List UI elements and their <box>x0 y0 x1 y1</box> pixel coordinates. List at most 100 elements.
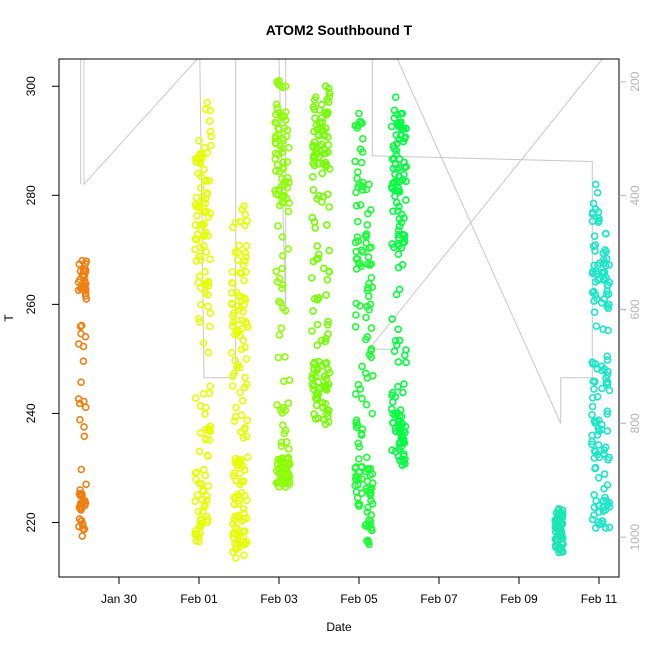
data-point <box>588 269 597 278</box>
data-point <box>314 250 323 259</box>
data-point <box>388 240 397 248</box>
data-point <box>282 459 290 468</box>
profile-12 <box>387 93 404 456</box>
data-point <box>281 108 290 116</box>
data-point <box>280 429 289 438</box>
data-point <box>206 106 214 115</box>
data-point <box>556 517 565 525</box>
data-point <box>388 315 397 323</box>
data-point <box>603 407 612 416</box>
data-point <box>191 221 200 229</box>
data-point-max <box>555 504 563 513</box>
data-point <box>591 463 600 472</box>
data-point <box>368 409 377 418</box>
data-point <box>398 260 407 269</box>
data-point <box>82 257 91 266</box>
data-point <box>325 89 334 97</box>
data-point <box>230 417 239 425</box>
data-point <box>600 258 609 267</box>
data-point <box>241 257 249 265</box>
profile-13 <box>394 109 411 470</box>
data-point-min <box>355 502 363 510</box>
data-point <box>231 356 239 365</box>
data-point <box>238 316 247 325</box>
data-point <box>81 403 90 412</box>
data-point <box>357 158 366 167</box>
data-point <box>206 127 215 136</box>
data-point <box>317 114 326 122</box>
data-point <box>234 248 242 257</box>
data-point <box>229 318 237 327</box>
data-point <box>237 411 246 420</box>
data-point <box>353 217 362 226</box>
data-point <box>227 348 236 357</box>
data-point <box>602 496 611 505</box>
data-point <box>366 206 375 214</box>
data-point <box>605 386 614 395</box>
data-point <box>364 284 372 292</box>
data-point-max <box>355 109 363 118</box>
data-point <box>278 174 286 183</box>
data-point <box>199 339 208 347</box>
data-point <box>397 244 406 252</box>
x-tick-label: Feb 09 <box>500 592 538 606</box>
data-point <box>320 149 328 158</box>
data-point <box>402 196 410 204</box>
data-point <box>358 425 367 434</box>
data-point <box>200 220 209 228</box>
data-point <box>402 162 411 171</box>
data-point <box>240 276 248 285</box>
data-point <box>397 218 406 227</box>
data-point <box>308 327 316 335</box>
data-point <box>398 126 406 134</box>
data-point <box>201 471 210 480</box>
data-point <box>364 503 372 512</box>
data-point <box>272 267 281 276</box>
x-axis: Jan 30 Feb 01 Feb 03 Feb 05 Feb 07 Feb 09 Feb … <box>101 577 618 606</box>
x-tick-label: Feb 05 <box>340 592 378 606</box>
data-point <box>394 358 403 366</box>
data-point <box>605 453 613 462</box>
data-point <box>552 516 561 525</box>
data-point <box>205 436 214 444</box>
data-point <box>325 203 334 211</box>
data-point <box>239 261 247 269</box>
data-point <box>191 469 200 477</box>
data-point <box>324 317 333 326</box>
data-point <box>356 385 365 393</box>
data-point-max <box>195 137 203 145</box>
data-point-min <box>365 540 373 549</box>
data-point <box>367 260 376 268</box>
data-point <box>398 176 407 184</box>
data-point <box>364 465 373 473</box>
data-point <box>206 382 214 391</box>
data-point-min <box>240 551 248 560</box>
data-point <box>394 184 403 193</box>
data-point <box>284 245 293 253</box>
track-line <box>80 58 604 424</box>
data-point <box>394 325 403 334</box>
data-point <box>593 294 601 303</box>
data-point <box>239 434 248 442</box>
data-point <box>236 268 244 277</box>
data-point <box>235 241 243 250</box>
data-point-max <box>398 109 407 118</box>
data-point <box>588 402 597 411</box>
data-point <box>241 423 249 432</box>
data-point <box>362 313 370 322</box>
data-point <box>324 148 332 156</box>
data-point <box>367 273 376 282</box>
data-point <box>368 499 377 508</box>
data-point-min <box>555 548 563 557</box>
data-point <box>80 525 89 534</box>
data-point <box>236 217 244 226</box>
data-point-min <box>195 537 203 546</box>
data-point <box>278 252 287 260</box>
data-point <box>354 480 362 489</box>
data-point <box>362 520 371 529</box>
y-axis-label: T <box>2 314 16 322</box>
data-point <box>192 193 201 202</box>
data-point <box>401 428 409 437</box>
data-point <box>195 314 203 323</box>
data-point <box>603 481 612 489</box>
